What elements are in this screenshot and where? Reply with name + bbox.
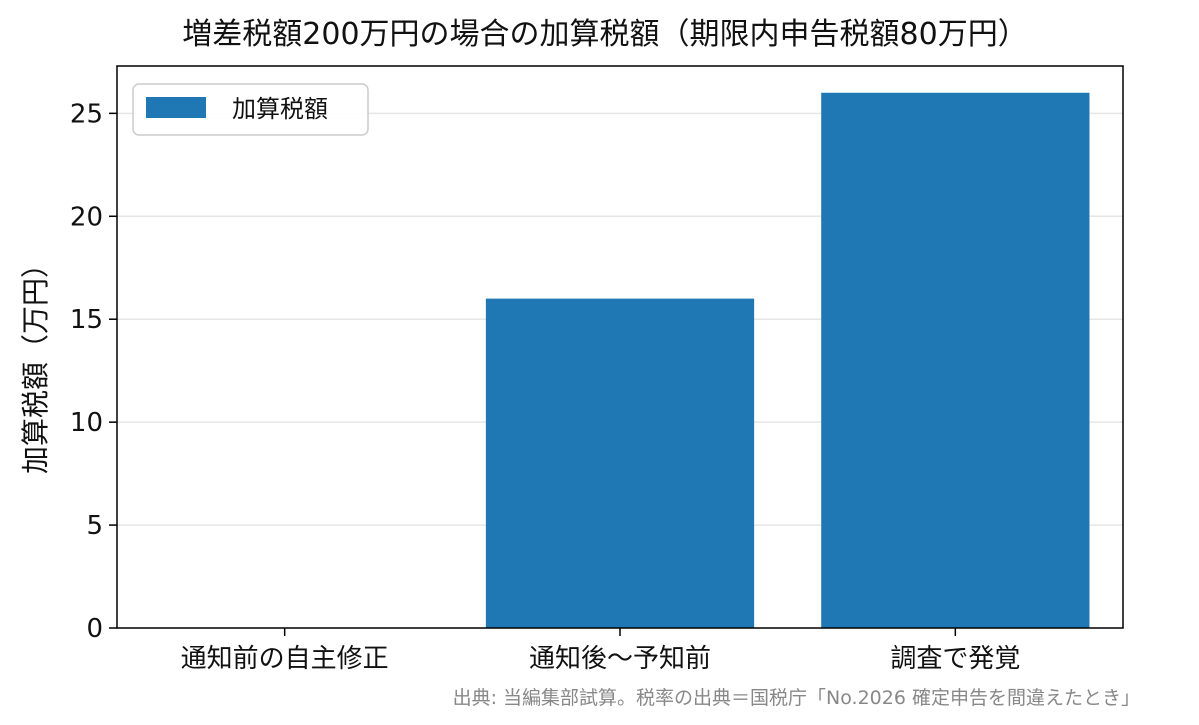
plot-area: 0 5 10 15 20 25 通知前の自主修正 通知後〜予知前 調査で発覚 [70,65,1124,674]
y-tick-label: 15 [70,305,103,335]
y-tick-label: 25 [70,99,103,129]
x-tick-label: 通知後〜予知前 [529,644,711,674]
y-tick-label: 10 [70,408,103,438]
legend-label: 加算税額 [232,95,328,123]
source-note: 出典: 当編集部試算。税率の出典＝国税庁「No.2026 確定申告を間違えたとき… [453,687,1140,709]
x-tick-label: 通知前の自主修正 [181,644,389,674]
bar-2 [485,298,755,628]
chart-title: 増差税額200万円の場合の加算税額（期限内申告税額80万円） [182,17,1027,52]
legend: 加算税額 [132,83,369,136]
legend-swatch [146,97,206,118]
bar-3 [821,92,1090,628]
y-axis-label: 加算税額（万円） [19,250,52,474]
y-tick-label: 20 [70,202,103,232]
y-tick-label: 5 [86,511,103,541]
legend-frame [132,83,369,136]
y-tick-label: 0 [86,614,103,644]
x-tick-label: 調査で発覚 [890,644,1020,674]
